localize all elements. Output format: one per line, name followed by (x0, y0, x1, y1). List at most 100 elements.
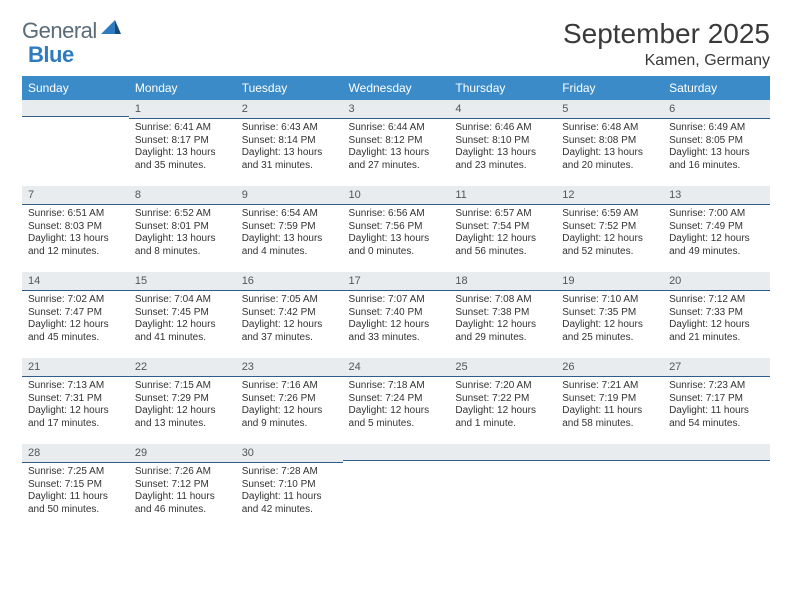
day-number: 6 (663, 100, 770, 119)
calendar-day-cell: 17Sunrise: 7:07 AMSunset: 7:40 PMDayligh… (343, 272, 450, 358)
sunrise-label: Sunrise: 7:28 AM (242, 466, 337, 479)
day-header: Saturday (663, 76, 770, 100)
day-number: 25 (449, 358, 556, 377)
calendar-day-cell: 23Sunrise: 7:16 AMSunset: 7:26 PMDayligh… (236, 358, 343, 444)
day-details: Sunrise: 6:43 AMSunset: 8:14 PMDaylight:… (236, 119, 343, 176)
sunset-label: Sunset: 7:56 PM (349, 221, 444, 234)
day-details: Sunrise: 6:51 AMSunset: 8:03 PMDaylight:… (22, 205, 129, 262)
day-number: 23 (236, 358, 343, 377)
day-number: 16 (236, 272, 343, 291)
sunrise-label: Sunrise: 7:02 AM (28, 294, 123, 307)
day-number: 7 (22, 186, 129, 205)
day-details: Sunrise: 6:56 AMSunset: 7:56 PMDaylight:… (343, 205, 450, 262)
day-details: Sunrise: 6:59 AMSunset: 7:52 PMDaylight:… (556, 205, 663, 262)
day-number: 14 (22, 272, 129, 291)
calendar-week-row: 7Sunrise: 6:51 AMSunset: 8:03 PMDaylight… (22, 186, 770, 272)
sunrise-label: Sunrise: 7:12 AM (669, 294, 764, 307)
day-details: Sunrise: 7:15 AMSunset: 7:29 PMDaylight:… (129, 377, 236, 434)
day-header: Tuesday (236, 76, 343, 100)
day-details: Sunrise: 6:54 AMSunset: 7:59 PMDaylight:… (236, 205, 343, 262)
daylight-label: Daylight: 12 hours and 29 minutes. (455, 319, 550, 344)
day-details: Sunrise: 7:21 AMSunset: 7:19 PMDaylight:… (556, 377, 663, 434)
daylight-label: Daylight: 11 hours and 50 minutes. (28, 491, 123, 516)
calendar-day-cell: 5Sunrise: 6:48 AMSunset: 8:08 PMDaylight… (556, 100, 663, 186)
sunrise-label: Sunrise: 7:20 AM (455, 380, 550, 393)
day-details (556, 461, 663, 468)
calendar-day-cell: 29Sunrise: 7:26 AMSunset: 7:12 PMDayligh… (129, 444, 236, 530)
day-number: 1 (129, 100, 236, 119)
daylight-label: Daylight: 13 hours and 20 minutes. (562, 147, 657, 172)
daylight-label: Daylight: 13 hours and 27 minutes. (349, 147, 444, 172)
daylight-label: Daylight: 12 hours and 1 minute. (455, 405, 550, 430)
header: General September 2025 Kamen, Germany (22, 18, 770, 70)
sunrise-label: Sunrise: 7:18 AM (349, 380, 444, 393)
day-details (663, 461, 770, 468)
calendar-day-cell: 28Sunrise: 7:25 AMSunset: 7:15 PMDayligh… (22, 444, 129, 530)
sunset-label: Sunset: 7:54 PM (455, 221, 550, 234)
calendar-day-cell: 3Sunrise: 6:44 AMSunset: 8:12 PMDaylight… (343, 100, 450, 186)
sunrise-label: Sunrise: 7:08 AM (455, 294, 550, 307)
sunrise-label: Sunrise: 7:13 AM (28, 380, 123, 393)
day-number (556, 444, 663, 461)
day-details: Sunrise: 7:02 AMSunset: 7:47 PMDaylight:… (22, 291, 129, 348)
sunset-label: Sunset: 8:03 PM (28, 221, 123, 234)
calendar-day-cell (556, 444, 663, 530)
day-number: 20 (663, 272, 770, 291)
calendar-day-cell: 25Sunrise: 7:20 AMSunset: 7:22 PMDayligh… (449, 358, 556, 444)
daylight-label: Daylight: 13 hours and 31 minutes. (242, 147, 337, 172)
day-details: Sunrise: 7:26 AMSunset: 7:12 PMDaylight:… (129, 463, 236, 520)
sunrise-label: Sunrise: 7:26 AM (135, 466, 230, 479)
calendar-day-cell: 30Sunrise: 7:28 AMSunset: 7:10 PMDayligh… (236, 444, 343, 530)
day-number (449, 444, 556, 461)
sunrise-label: Sunrise: 6:52 AM (135, 208, 230, 221)
sunrise-label: Sunrise: 7:07 AM (349, 294, 444, 307)
day-details: Sunrise: 7:18 AMSunset: 7:24 PMDaylight:… (343, 377, 450, 434)
calendar-day-cell: 9Sunrise: 6:54 AMSunset: 7:59 PMDaylight… (236, 186, 343, 272)
sunrise-label: Sunrise: 6:59 AM (562, 208, 657, 221)
sunset-label: Sunset: 7:12 PM (135, 479, 230, 492)
day-details: Sunrise: 7:10 AMSunset: 7:35 PMDaylight:… (556, 291, 663, 348)
sunset-label: Sunset: 8:05 PM (669, 135, 764, 148)
day-number: 21 (22, 358, 129, 377)
daylight-label: Daylight: 12 hours and 13 minutes. (135, 405, 230, 430)
calendar-day-cell (343, 444, 450, 530)
sunrise-label: Sunrise: 6:43 AM (242, 122, 337, 135)
calendar-day-cell: 14Sunrise: 7:02 AMSunset: 7:47 PMDayligh… (22, 272, 129, 358)
day-number: 29 (129, 444, 236, 463)
day-details: Sunrise: 7:25 AMSunset: 7:15 PMDaylight:… (22, 463, 129, 520)
sunset-label: Sunset: 7:17 PM (669, 393, 764, 406)
daylight-label: Daylight: 11 hours and 42 minutes. (242, 491, 337, 516)
day-number: 22 (129, 358, 236, 377)
daylight-label: Daylight: 13 hours and 0 minutes. (349, 233, 444, 258)
daylight-label: Daylight: 11 hours and 46 minutes. (135, 491, 230, 516)
day-details: Sunrise: 7:12 AMSunset: 7:33 PMDaylight:… (663, 291, 770, 348)
day-details: Sunrise: 7:23 AMSunset: 7:17 PMDaylight:… (663, 377, 770, 434)
daylight-label: Daylight: 13 hours and 23 minutes. (455, 147, 550, 172)
day-details: Sunrise: 7:16 AMSunset: 7:26 PMDaylight:… (236, 377, 343, 434)
sunset-label: Sunset: 7:26 PM (242, 393, 337, 406)
sunrise-label: Sunrise: 7:04 AM (135, 294, 230, 307)
sunset-label: Sunset: 7:33 PM (669, 307, 764, 320)
daylight-label: Daylight: 12 hours and 5 minutes. (349, 405, 444, 430)
sunset-label: Sunset: 7:19 PM (562, 393, 657, 406)
sunrise-label: Sunrise: 7:16 AM (242, 380, 337, 393)
sunrise-label: Sunrise: 6:56 AM (349, 208, 444, 221)
daylight-label: Daylight: 11 hours and 58 minutes. (562, 405, 657, 430)
day-number: 27 (663, 358, 770, 377)
sunrise-label: Sunrise: 6:46 AM (455, 122, 550, 135)
sunrise-label: Sunrise: 7:23 AM (669, 380, 764, 393)
sunset-label: Sunset: 7:31 PM (28, 393, 123, 406)
calendar-day-cell: 26Sunrise: 7:21 AMSunset: 7:19 PMDayligh… (556, 358, 663, 444)
day-number: 5 (556, 100, 663, 119)
sunset-label: Sunset: 7:52 PM (562, 221, 657, 234)
day-number: 15 (129, 272, 236, 291)
sunset-label: Sunset: 7:42 PM (242, 307, 337, 320)
calendar-day-cell (449, 444, 556, 530)
day-details: Sunrise: 7:08 AMSunset: 7:38 PMDaylight:… (449, 291, 556, 348)
day-number: 3 (343, 100, 450, 119)
daylight-label: Daylight: 12 hours and 41 minutes. (135, 319, 230, 344)
calendar-day-cell: 19Sunrise: 7:10 AMSunset: 7:35 PMDayligh… (556, 272, 663, 358)
day-header: Friday (556, 76, 663, 100)
day-header: Monday (129, 76, 236, 100)
sunset-label: Sunset: 7:29 PM (135, 393, 230, 406)
